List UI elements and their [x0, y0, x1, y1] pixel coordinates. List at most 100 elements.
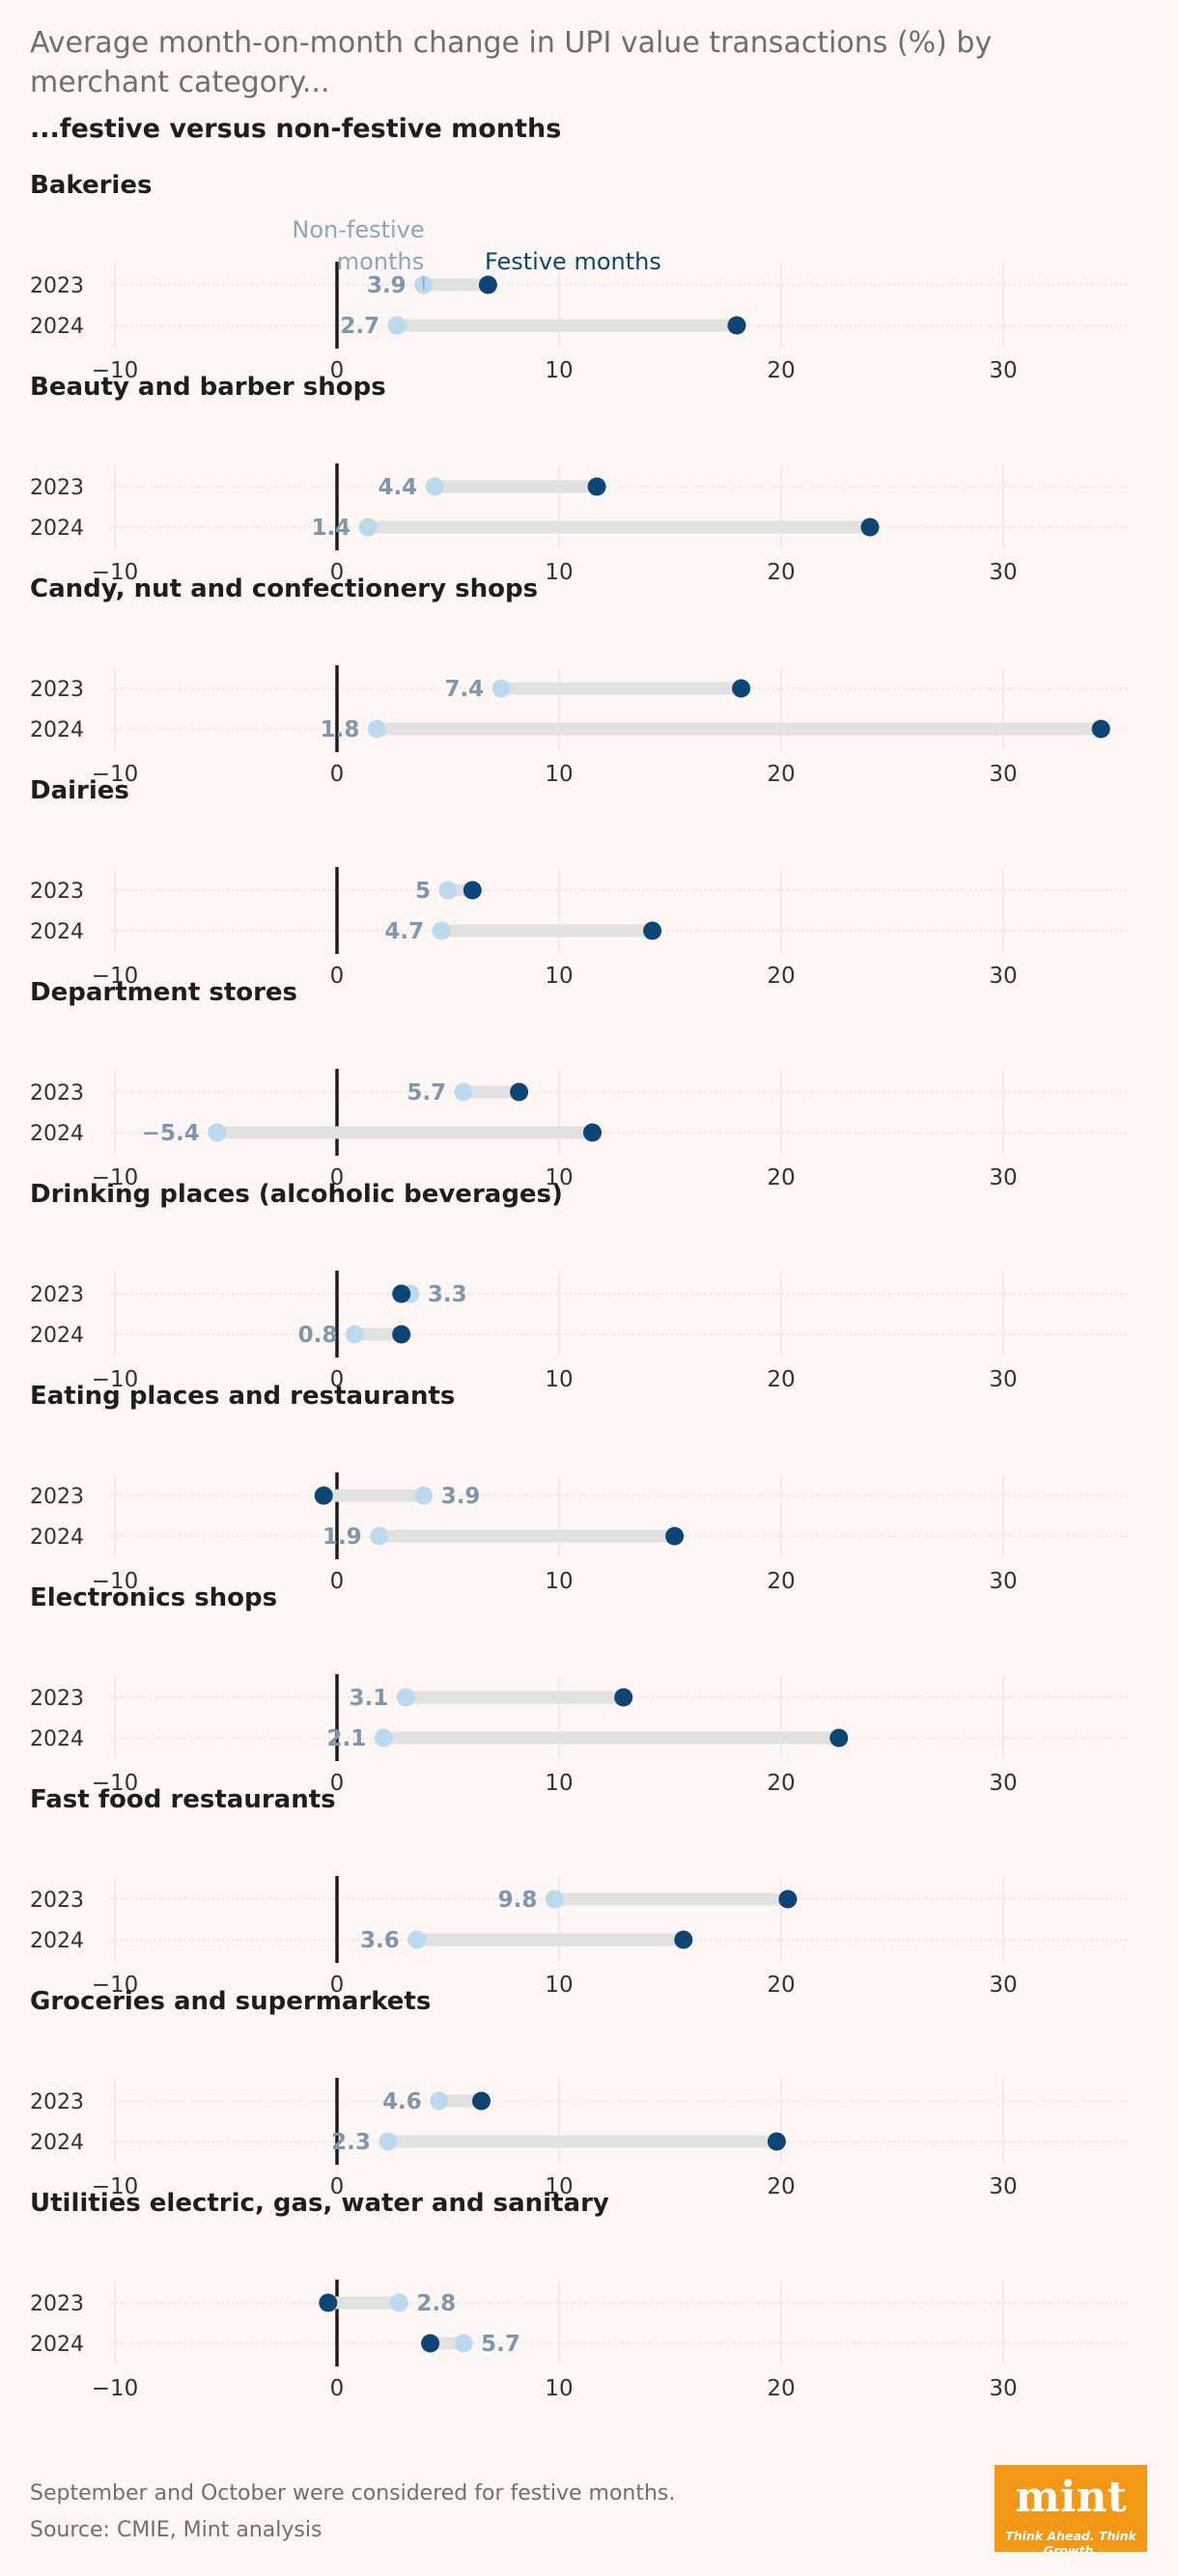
non-festive-dot: [430, 2091, 449, 2111]
year-label: 2024: [30, 1929, 84, 1953]
footnote: September and October were considered fo…: [30, 2481, 676, 2506]
year-label: 2023: [30, 1687, 84, 1711]
festive-dot: [472, 2091, 491, 2111]
festive-dot: [732, 679, 751, 698]
non-festive-value-label: 4.6: [382, 2089, 422, 2114]
non-festive-value-label: −5.4: [142, 1121, 200, 1146]
x-tick-label: 30: [989, 1771, 1017, 1796]
x-tick-label: 20: [767, 1367, 795, 1392]
non-festive-value-label: 3.3: [428, 1282, 467, 1307]
non-festive-value-label: 5: [415, 879, 431, 904]
x-tick-label: 0: [330, 560, 345, 585]
festive-dot: [583, 1123, 602, 1142]
chart-panel: Dairies 2023 2024 −10 0 10 20 30 5 4.7: [30, 776, 1130, 989]
x-tick-label: 30: [989, 964, 1017, 989]
x-tick-label: −10: [92, 358, 139, 383]
festive-dot: [392, 1284, 411, 1303]
x-tick-label: 10: [545, 560, 573, 585]
panel-title: Beauty and barber shops: [30, 373, 386, 402]
non-festive-value-label: 2.7: [340, 314, 379, 339]
chart-panel: Fast food restaurants 2023 2024 −10 0 10 20 30 9…: [30, 1785, 1130, 1998]
chart-panel: Beauty and barber shops 2023 2024 −10 0 10 20 3…: [30, 373, 1130, 585]
year-label: 2024: [30, 2333, 84, 2357]
festive-dot: [421, 2334, 440, 2353]
x-tick-label: 0: [330, 762, 345, 787]
festive-dot: [314, 1486, 333, 1505]
non-festive-dot: [358, 518, 378, 537]
chart-panel: Groceries and supermarkets 2023 2024 −10 0 10…: [30, 1987, 1130, 2199]
x-tick-label: 0: [330, 964, 345, 989]
festive-dot: [665, 1526, 685, 1546]
x-tick-label: −10: [92, 560, 139, 585]
chart-panel: Eating places and restaurants 2023 2024 −10…: [30, 1382, 1130, 1594]
non-festive-value-label: 2.3: [331, 2130, 371, 2155]
festive-dot: [643, 921, 662, 940]
non-festive-value-label: 2.1: [327, 1726, 367, 1751]
x-tick-label: 30: [989, 1569, 1017, 1594]
panel-title: Utilities electric, gas, water and sanit…: [30, 2189, 609, 2218]
non-festive-value-label: 3.6: [360, 1928, 400, 1953]
x-tick-label: 20: [767, 560, 795, 585]
non-festive-dot: [389, 2293, 408, 2312]
panel-title: Department stores: [30, 978, 297, 1007]
x-tick-label: 10: [545, 762, 573, 787]
x-tick-label: 30: [989, 1973, 1017, 1998]
year-label: 2024: [30, 920, 84, 944]
non-festive-dot: [374, 1728, 393, 1748]
festive-dot: [614, 1688, 633, 1707]
non-festive-value-label: 3.1: [350, 1686, 389, 1711]
festive-dot: [319, 2293, 338, 2312]
non-festive-dot: [438, 881, 458, 900]
festive-dot: [727, 316, 746, 335]
x-tick-label: 10: [545, 1569, 573, 1594]
year-label: 2023: [30, 678, 84, 702]
x-tick-label: 10: [545, 1973, 573, 1998]
non-festive-value-label: 5.7: [407, 1080, 446, 1106]
non-festive-dot: [407, 1930, 427, 1949]
year-label: 2023: [30, 880, 84, 904]
panel-title: Bakeries: [30, 171, 152, 200]
chart-panel: Electronics shops 2023 2024 −10 0 10 20 30 3.1 2.…: [30, 1583, 1130, 1796]
panel-title: Electronics shops: [30, 1583, 277, 1612]
x-tick-label: 0: [330, 1771, 345, 1796]
x-tick-label: 20: [767, 1569, 795, 1594]
year-label: 2023: [30, 1485, 84, 1509]
non-festive-dot: [454, 2334, 473, 2353]
chart-subtitle: ...festive versus non-festive months: [30, 114, 562, 144]
festive-dot: [767, 2132, 786, 2151]
non-festive-value-label: 4.4: [378, 475, 417, 500]
x-tick-label: 30: [989, 2376, 1017, 2401]
non-festive-dot: [414, 1486, 434, 1505]
festive-dot: [674, 1930, 693, 1949]
non-festive-value-label: 5.7: [481, 2332, 520, 2357]
panel-title: Eating places and restaurants: [30, 1382, 455, 1411]
festive-dot: [829, 1728, 849, 1748]
x-tick-label: 20: [767, 2174, 795, 2199]
year-label: 2023: [30, 1889, 84, 1913]
year-label: 2023: [30, 476, 84, 500]
x-tick-label: 30: [989, 2174, 1017, 2199]
x-tick-label: 10: [545, 358, 573, 383]
chart-panel: Bakeries 2023 2024 −10 0 10 20 30 3.9 2.7 Non-fest…: [30, 171, 1130, 383]
non-festive-value-label: 2.8: [416, 2291, 456, 2316]
source-note: Source: CMIE, Mint analysis: [30, 2518, 323, 2542]
non-festive-dot: [379, 2132, 398, 2151]
panel-title: Groceries and supermarkets: [30, 1987, 431, 2016]
panel-title: Fast food restaurants: [30, 1785, 336, 1814]
year-label: 2023: [30, 2292, 84, 2316]
panel-title: Drinking places (alcoholic beverages): [30, 1180, 563, 1209]
legend-festive-label: Festive months: [485, 248, 661, 275]
x-tick-label: 0: [330, 2376, 345, 2401]
x-tick-label: 10: [545, 2174, 573, 2199]
non-festive-dot: [432, 921, 451, 940]
non-festive-dot: [208, 1123, 227, 1142]
x-tick-label: 0: [330, 1973, 345, 1998]
x-tick-label: −10: [92, 2174, 139, 2199]
year-label: 2024: [30, 718, 84, 742]
non-festive-dot: [367, 719, 386, 739]
year-label: 2024: [30, 1122, 84, 1146]
x-tick-label: 20: [767, 1771, 795, 1796]
x-tick-label: −10: [92, 964, 139, 989]
non-festive-value-label: 7.4: [444, 677, 484, 702]
x-tick-label: 0: [330, 358, 345, 383]
